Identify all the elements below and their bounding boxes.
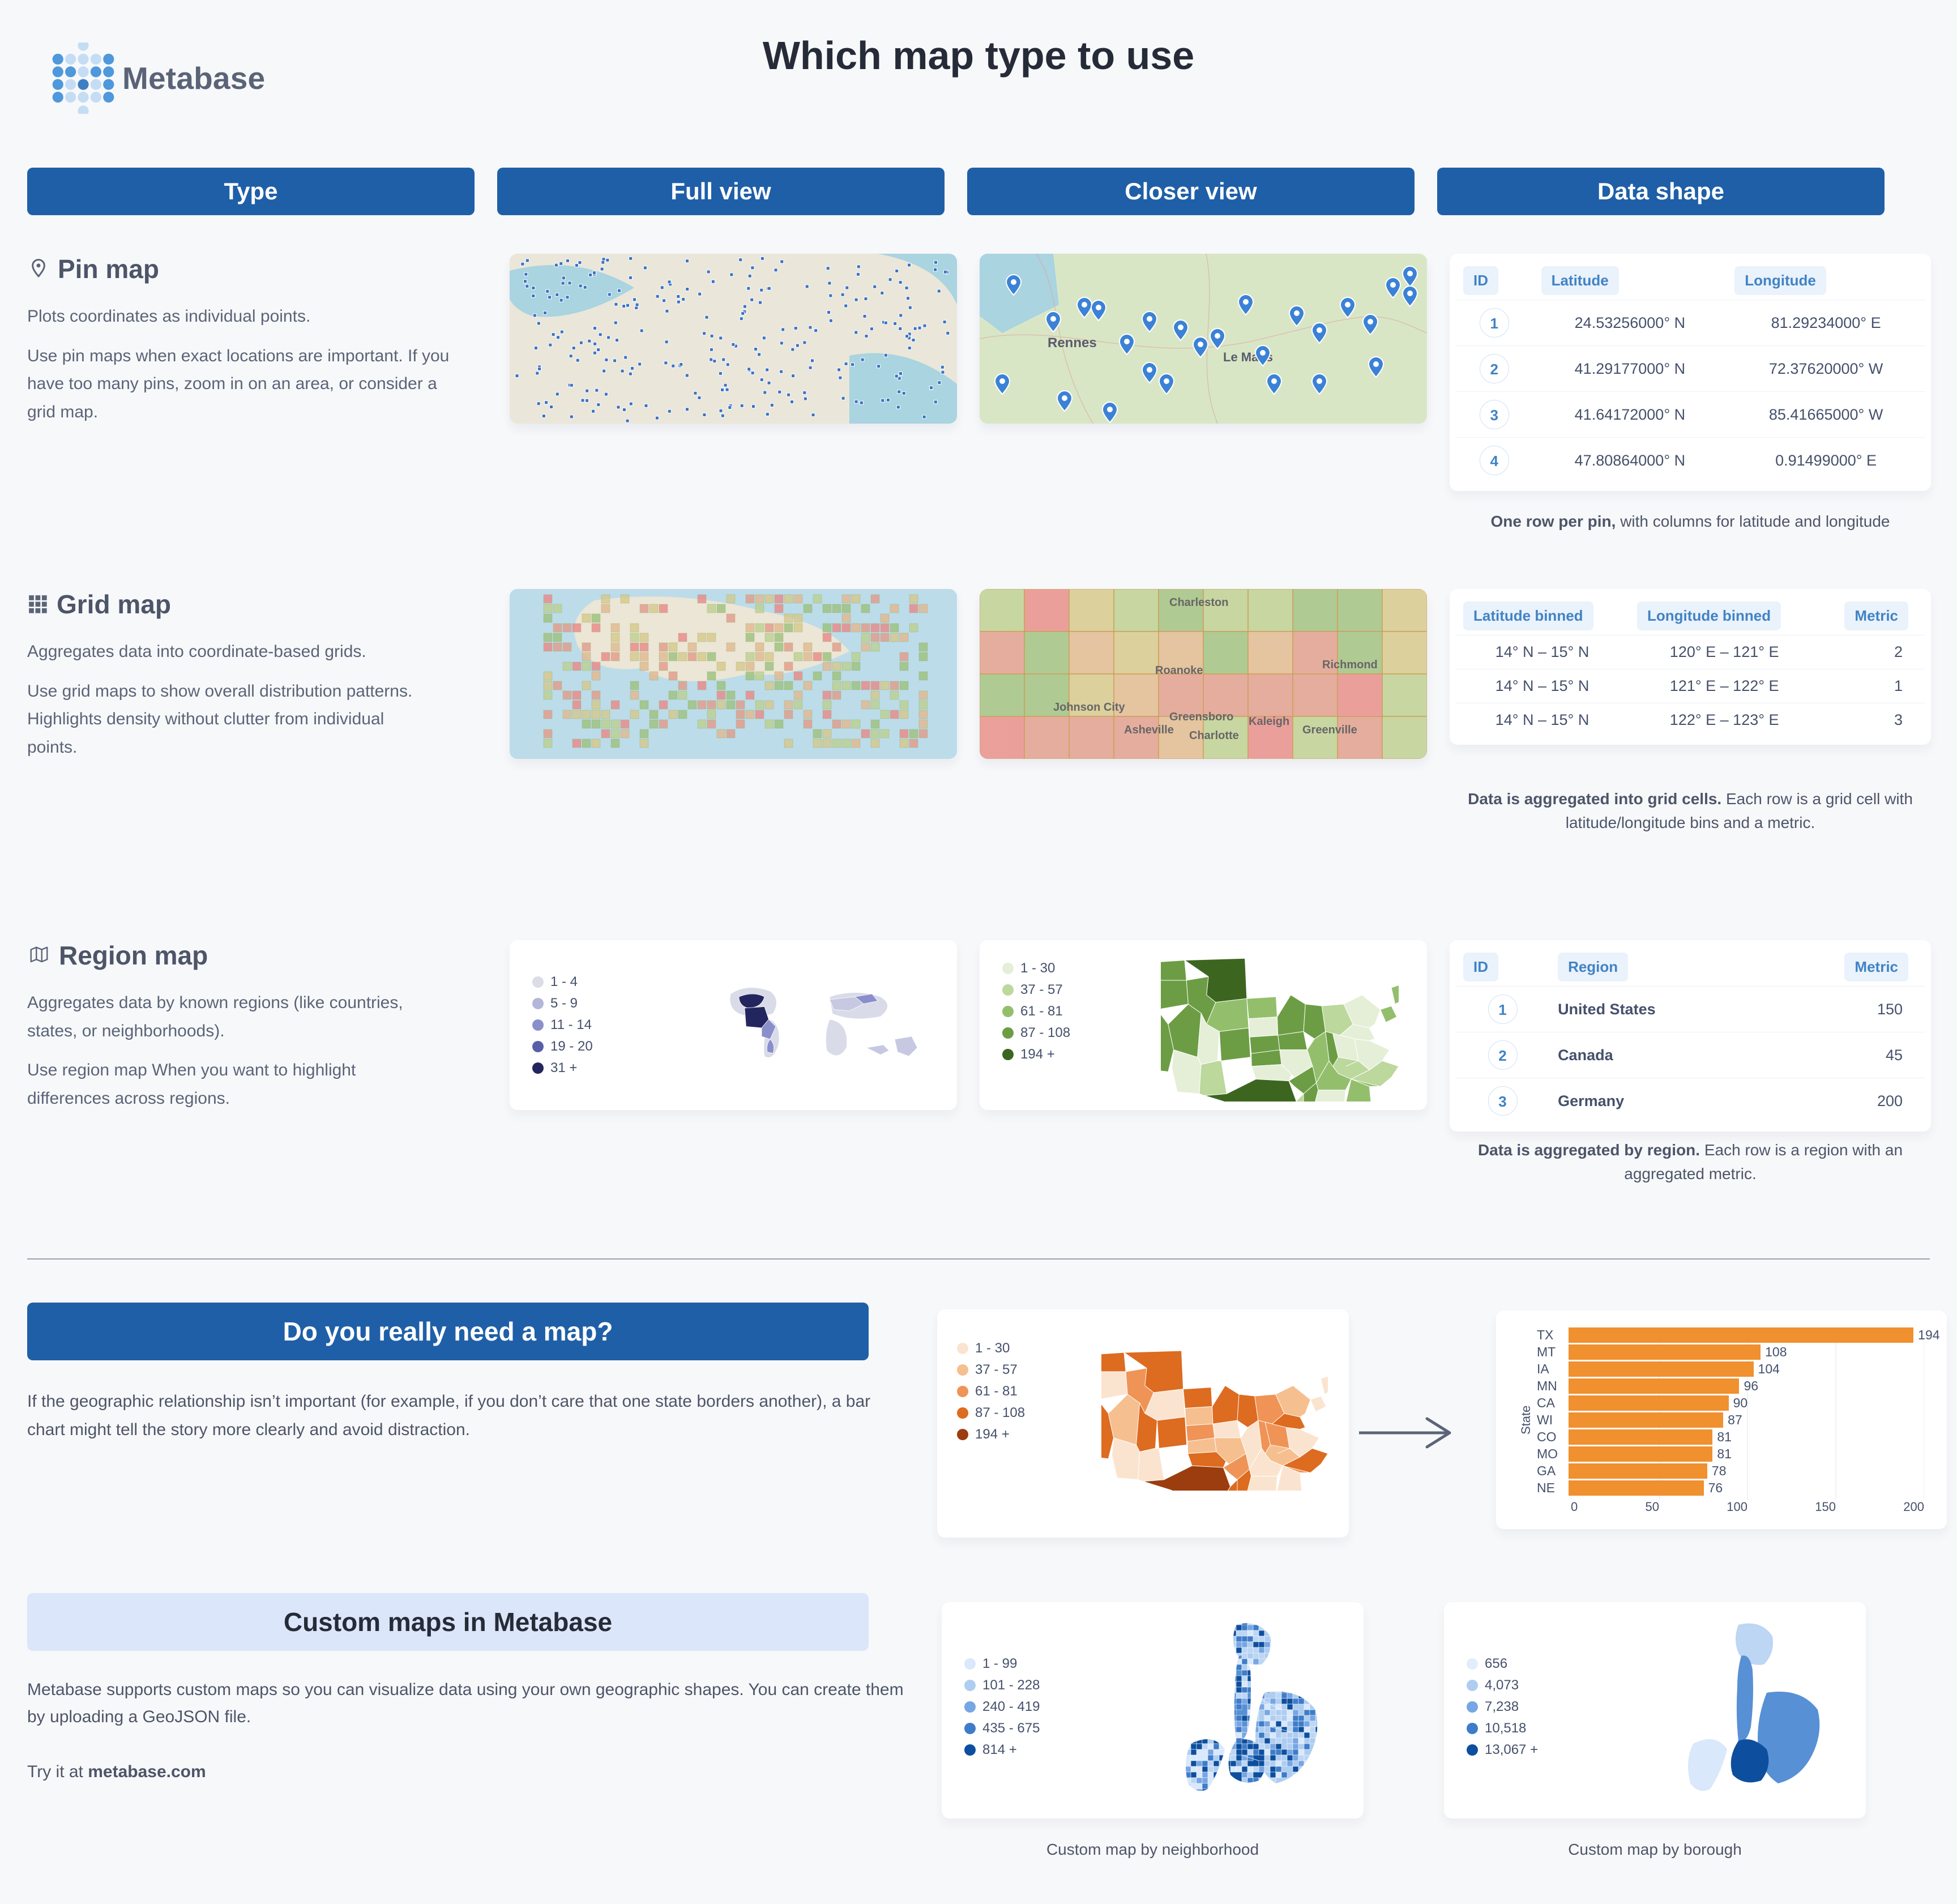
- svg-text:Johnson City: Johnson City: [1053, 701, 1126, 714]
- svg-text:Roanoke: Roanoke: [1155, 664, 1203, 677]
- svg-text:Charlotte: Charlotte: [1189, 729, 1239, 742]
- svg-text:Greenville: Greenville: [1302, 724, 1357, 736]
- svg-text:Richmond: Richmond: [1322, 659, 1378, 671]
- svg-text:Asheville: Asheville: [1124, 724, 1174, 736]
- svg-text:Kaleigh: Kaleigh: [1249, 715, 1289, 728]
- svg-text:Charleston: Charleston: [1169, 596, 1228, 609]
- svg-text:Rennes: Rennes: [1048, 335, 1097, 351]
- svg-text:Greensboro: Greensboro: [1169, 711, 1233, 723]
